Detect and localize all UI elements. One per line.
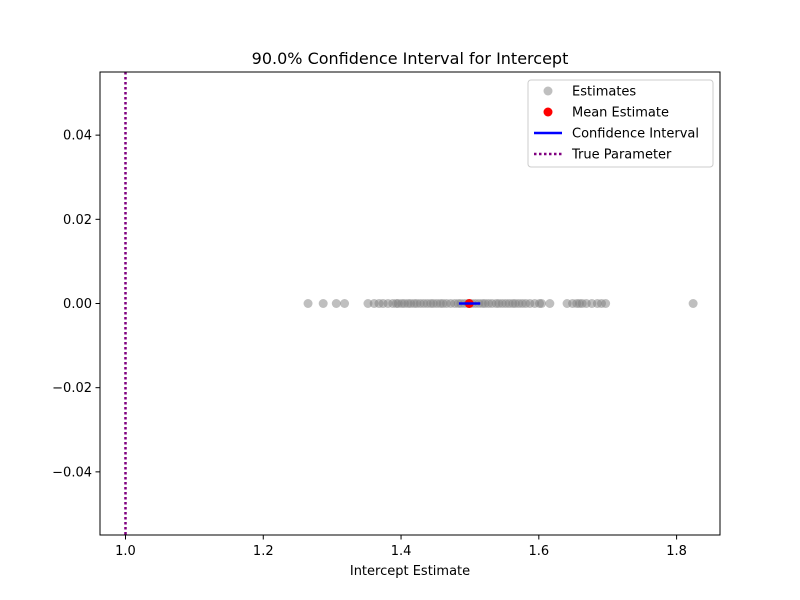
plot-frame: [99, 71, 721, 536]
x-axis: 1.0 1.2 1.4 1.6 1.8: [115, 535, 687, 559]
estimate-point: [303, 299, 313, 308]
chart-title: 90.0% Confidence Interval for Intercept: [252, 49, 569, 68]
estimate-point: [688, 299, 698, 308]
y-tick-label: 0.04: [63, 129, 92, 144]
x-tick-label: 1.8: [666, 544, 687, 559]
legend-estimates-marker: [543, 86, 553, 96]
legend-mean-marker: [543, 107, 553, 117]
estimate-point: [340, 299, 350, 308]
estimate-point: [363, 299, 373, 308]
x-tick-label: 1.0: [115, 544, 136, 559]
y-tick-label: 0.02: [63, 213, 92, 228]
legend: Estimates Mean Estimate Confidence Interva…: [527, 79, 714, 168]
y-axis: 0.04 0.02 0.00 −0.02 −0.04: [52, 129, 100, 480]
estimate-point: [318, 299, 328, 308]
estimate-point: [537, 299, 547, 308]
x-tick-label: 1.2: [253, 544, 274, 559]
estimate-point: [601, 299, 611, 308]
estimate-point: [331, 299, 341, 308]
legend-label: Mean Estimate: [572, 106, 669, 121]
x-axis-label: Intercept Estimate: [350, 564, 470, 579]
x-tick-label: 1.6: [528, 544, 549, 559]
legend-box: [527, 79, 714, 168]
estimate-point: [545, 299, 555, 308]
y-tick-label: −0.04: [52, 465, 92, 480]
x-tick-label: 1.4: [391, 544, 412, 559]
y-tick-label: −0.02: [52, 381, 92, 396]
legend-label: Confidence Interval: [572, 127, 699, 142]
legend-label: True Parameter: [571, 148, 672, 163]
plot-area: [124, 72, 698, 535]
legend-label: Estimates: [572, 85, 636, 100]
y-tick-label: 0.00: [63, 297, 92, 312]
